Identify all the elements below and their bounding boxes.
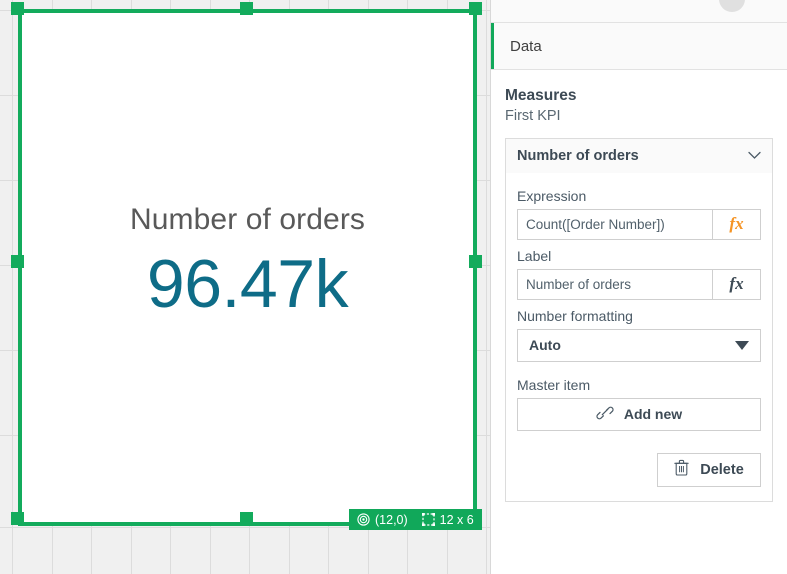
label-label: Label bbox=[517, 247, 552, 264]
measure-accordion-body: Expression Count([Order Number]) fx Labe… bbox=[506, 172, 772, 501]
measure-name: Number of orders bbox=[517, 147, 639, 164]
link-icon bbox=[596, 405, 614, 424]
add-new-label: Add new bbox=[623, 406, 683, 423]
chevron-down-icon bbox=[748, 148, 761, 164]
panel-body: Measures First KPI Number of orders Expr… bbox=[491, 70, 787, 574]
resize-handle-bottom-left[interactable] bbox=[11, 512, 24, 525]
section-subtitle: First KPI bbox=[505, 108, 561, 125]
number-formatting-select[interactable]: Auto bbox=[517, 328, 761, 362]
target-icon bbox=[357, 513, 370, 526]
resize-handle-top-center[interactable] bbox=[240, 2, 253, 15]
panel-top-bar bbox=[491, 0, 787, 23]
delete-button[interactable]: Delete bbox=[657, 452, 761, 487]
properties-panel: Data Measures First KPI Number of orders… bbox=[490, 0, 787, 574]
label-input[interactable]: Number of orders bbox=[526, 276, 632, 292]
resize-handle-middle-right[interactable] bbox=[469, 255, 482, 268]
panel-actions: Delete bbox=[517, 452, 761, 487]
position-value: (12,0) bbox=[375, 512, 408, 527]
number-formatting-label: Number formatting bbox=[517, 307, 633, 324]
trash-icon bbox=[674, 459, 689, 480]
expression-input-row[interactable]: Count([Order Number]) fx bbox=[517, 208, 761, 240]
sheet-canvas[interactable]: Number of orders 96.47k (12,0) bbox=[0, 0, 490, 574]
size-value: 12 x 6 bbox=[439, 512, 474, 527]
kpi-content: Number of orders 96.47k bbox=[20, 11, 475, 524]
resize-handle-top-left[interactable] bbox=[11, 2, 24, 15]
expression-input[interactable]: Count([Order Number]) bbox=[526, 216, 665, 232]
delete-label: Delete bbox=[700, 461, 744, 478]
kpi-object[interactable] bbox=[20, 11, 475, 524]
kpi-value: 96.47k bbox=[146, 245, 349, 322]
tab-data-label: Data bbox=[510, 37, 542, 55]
measure-accordion-header[interactable]: Number of orders bbox=[506, 139, 772, 173]
add-new-master-item-button[interactable]: Add new bbox=[517, 397, 761, 431]
section-title: Measures bbox=[505, 87, 577, 104]
expression-label: Expression bbox=[517, 187, 587, 204]
panel-tabbar: Data bbox=[491, 23, 787, 70]
label-fx-icon[interactable]: fx bbox=[712, 269, 760, 299]
tab-data[interactable]: Data bbox=[491, 23, 558, 69]
label-input-row[interactable]: Number of orders fx bbox=[517, 268, 761, 300]
kpi-title: Number of orders bbox=[129, 202, 366, 236]
caret-down-icon bbox=[735, 340, 749, 350]
expression-fx-icon[interactable]: fx bbox=[712, 209, 760, 239]
position-size-badge: (12,0) 12 x 6 bbox=[349, 509, 482, 530]
resize-handle-bottom-center[interactable] bbox=[240, 512, 253, 525]
master-item-label: Master item bbox=[517, 376, 591, 393]
resize-handle-top-right[interactable] bbox=[469, 2, 482, 15]
number-formatting-value: Auto bbox=[529, 337, 561, 354]
measure-accordion: Number of orders Expression Count([Order… bbox=[505, 137, 773, 502]
dimensions-icon bbox=[421, 513, 435, 526]
resize-handle-middle-left[interactable] bbox=[11, 255, 24, 268]
avatar[interactable] bbox=[719, 0, 745, 12]
